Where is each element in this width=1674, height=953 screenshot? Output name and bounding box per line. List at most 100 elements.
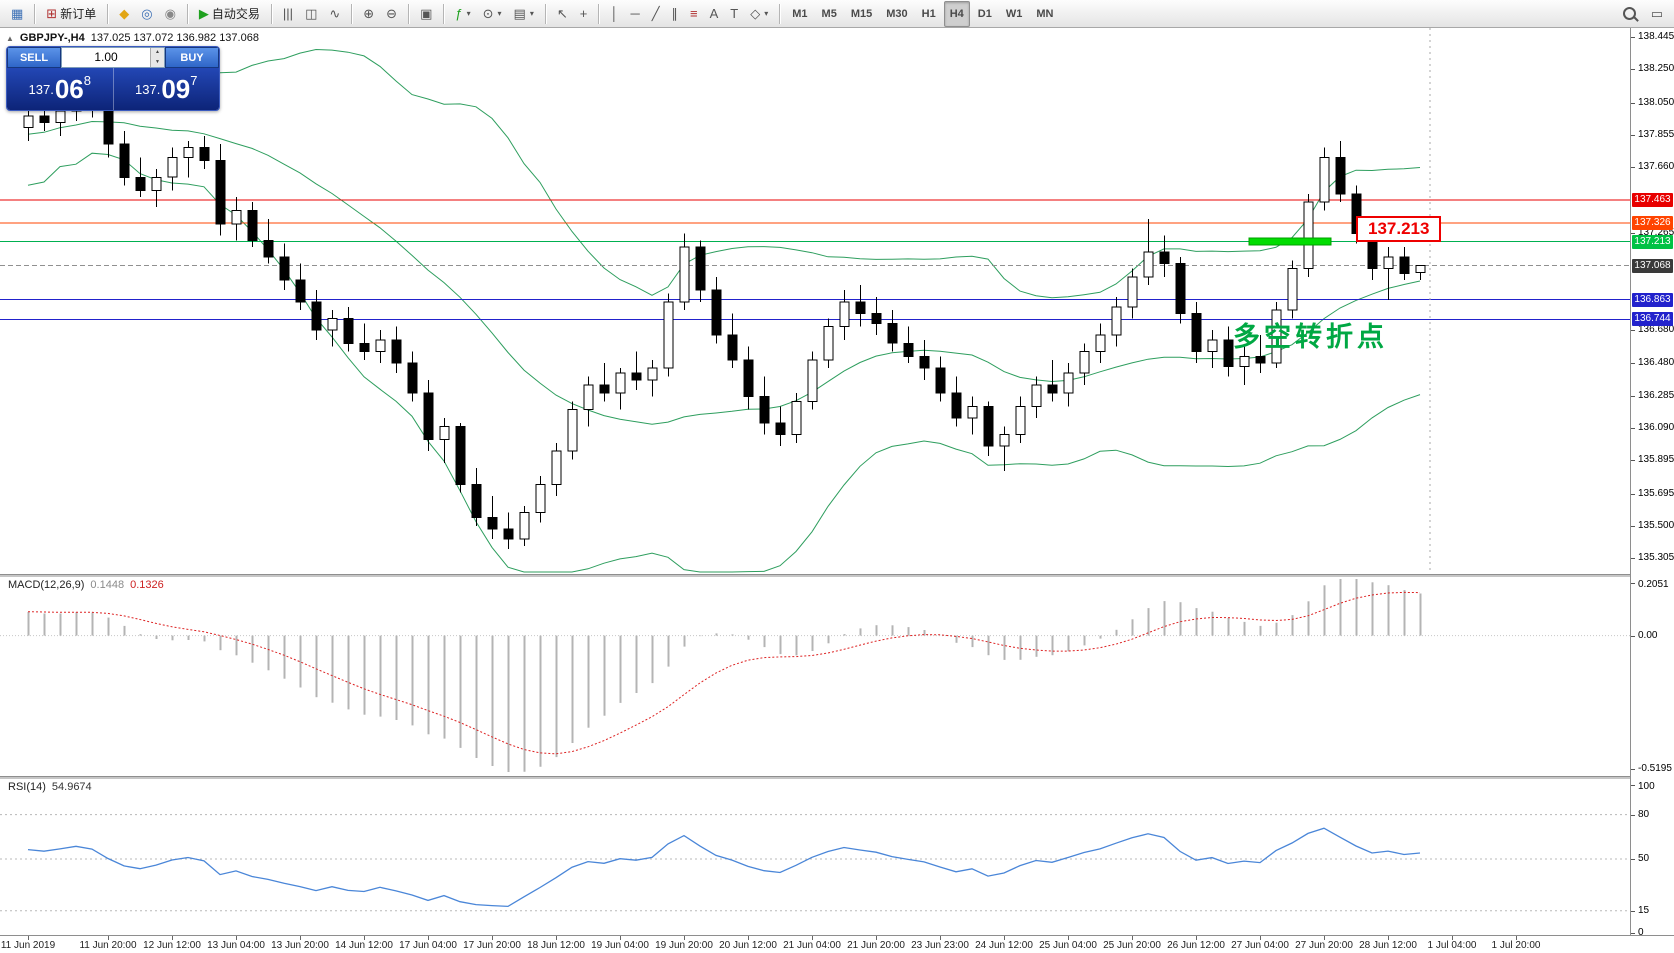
- rsi-label: RSI(14) 54.9674: [8, 781, 92, 793]
- symbol-search-button[interactable]: [1617, 2, 1644, 26]
- bar-chart-button[interactable]: |||: [278, 2, 298, 26]
- timeframe-h4[interactable]: H4: [943, 0, 970, 27]
- timeframe-m1[interactable]: M1: [786, 1, 813, 27]
- candle-body: [759, 395, 770, 424]
- vertical-line-button-icon: │: [610, 6, 619, 21]
- timeframe-h1[interactable]: H1: [916, 1, 942, 27]
- price-level-callout[interactable]: 137.213: [1356, 216, 1442, 242]
- candle-body: [327, 317, 338, 331]
- candle-body: [727, 334, 738, 361]
- volume-value[interactable]: 1.00: [94, 50, 118, 64]
- periods-button[interactable]: ⊙ ▾: [478, 2, 507, 26]
- macd-panel[interactable]: MACD(12,26,9) 0.1448 0.1326: [0, 577, 1630, 776]
- time-tick-mark: [1388, 936, 1389, 940]
- candlestick-chart-button[interactable]: ◫: [300, 2, 322, 26]
- candle-body: [215, 160, 226, 225]
- toolbar-group-separator: [107, 3, 109, 24]
- highlight-zone-rect[interactable]: [1248, 237, 1332, 246]
- candle-body: [1335, 156, 1346, 195]
- rsi-canvas[interactable]: [0, 779, 1630, 935]
- one-click-trading-panel: SELL 1.00 ▲ ▼ BUY 137. 06 8 137. 09 7: [6, 46, 220, 111]
- candle-body: [1127, 276, 1138, 308]
- sell-price[interactable]: 137. 06 8: [7, 68, 113, 110]
- panel-separator[interactable]: [0, 776, 1674, 779]
- volume-down-button[interactable]: ▼: [151, 57, 164, 67]
- shapes-button[interactable]: ◇ ▾: [745, 2, 773, 26]
- timeframe-m5[interactable]: M5: [816, 1, 843, 27]
- data-window-button-icon: ▭: [1650, 6, 1663, 21]
- time-tick-mark: [748, 936, 749, 940]
- timeframe-mn[interactable]: MN: [1030, 1, 1059, 27]
- fibonacci-button[interactable]: ≡: [685, 2, 703, 26]
- scale-tick-mark: [1631, 460, 1635, 461]
- rsi-panel[interactable]: RSI(14) 54.9674: [0, 779, 1630, 935]
- main-chart-panel[interactable]: ▲ GBPJPY-,H4 137.025 137.072 136.982 137…: [0, 28, 1630, 574]
- text-button[interactable]: A: [705, 2, 724, 26]
- panel-separator[interactable]: [0, 574, 1674, 577]
- line-chart-button-icon: ∿: [329, 6, 341, 21]
- market-watch-button[interactable]: ◉: [160, 2, 181, 26]
- timeframe-d1[interactable]: D1: [972, 1, 998, 27]
- vertical-line-button[interactable]: │: [605, 2, 623, 26]
- timeframe-m30[interactable]: M30: [880, 1, 913, 27]
- candle-body: [791, 400, 802, 436]
- sell-button[interactable]: SELL: [7, 47, 61, 68]
- bollinger-upper-band[interactable]: [27, 48, 1421, 299]
- horizontal-line-button[interactable]: ─: [625, 2, 644, 26]
- candle-body: [279, 256, 290, 281]
- buy-price[interactable]: 137. 09 7: [112, 68, 220, 110]
- bollinger-middle-band[interactable]: [27, 120, 1421, 425]
- volume-field[interactable]: 1.00 ▲ ▼: [61, 47, 165, 68]
- zoom-out-button[interactable]: ⊖: [381, 2, 402, 26]
- metaeditor-button[interactable]: ◆: [114, 2, 134, 26]
- cursor-button[interactable]: ↖: [552, 2, 573, 26]
- candle-body: [1287, 268, 1298, 311]
- time-tick-mark: [620, 936, 621, 940]
- scale-tick-mark: [1631, 103, 1635, 104]
- time-label: 28 Jun 12:00: [1359, 940, 1417, 951]
- text-label-button[interactable]: T: [725, 2, 743, 26]
- macd-canvas[interactable]: [0, 577, 1630, 776]
- search-icon: [1622, 6, 1636, 20]
- candle-body: [695, 246, 706, 291]
- new-chart-button[interactable]: ▦: [6, 2, 28, 26]
- price-scale[interactable]: 138.445 138.250 138.050 137.855 137.660 137.2…: [1630, 28, 1674, 938]
- candle-body: [679, 246, 690, 303]
- oneclick-toggle-icon[interactable]: ▲: [6, 33, 14, 43]
- line-chart-button[interactable]: ∿: [324, 2, 345, 26]
- templates-button[interactable]: ▤ ▾: [509, 2, 539, 26]
- community-button[interactable]: ◎: [136, 2, 157, 26]
- candle-body: [423, 392, 434, 441]
- candle-body: [1239, 356, 1250, 367]
- candle-body: [1095, 334, 1106, 353]
- tile-windows-button[interactable]: ▣: [415, 2, 437, 26]
- new-order-button[interactable]: ⊞ 新订单: [41, 2, 101, 26]
- candle-body: [615, 372, 626, 394]
- buy-button[interactable]: BUY: [165, 47, 219, 68]
- crosshair-button[interactable]: +: [575, 2, 593, 26]
- zoom-in-button-icon: ⊕: [363, 6, 375, 21]
- autotrading-button[interactable]: ▶ 自动交易: [194, 2, 265, 26]
- timeframe-m15[interactable]: M15: [845, 1, 878, 27]
- data-window-button[interactable]: ▭: [1646, 2, 1668, 26]
- timeframe-w1[interactable]: W1: [1000, 1, 1029, 27]
- volume-up-button[interactable]: ▲: [151, 48, 164, 58]
- bollinger-lower-band[interactable]: [27, 152, 1421, 573]
- price-chart-canvas[interactable]: [0, 28, 1630, 574]
- channel-button[interactable]: ∥: [667, 2, 684, 26]
- dropdown-arrow-icon: ▾: [497, 9, 502, 18]
- time-tick-mark: [108, 936, 109, 940]
- trendline-button[interactable]: ╱: [647, 2, 665, 26]
- zoom-in-button[interactable]: ⊕: [358, 2, 379, 26]
- symbol-header: ▲ GBPJPY-,H4 137.025 137.072 136.982 137…: [6, 32, 259, 44]
- candle-body: [999, 434, 1010, 447]
- scale-tick-mark: [1631, 428, 1635, 429]
- indicators-button[interactable]: ƒ ▾: [450, 2, 475, 26]
- scale-tick-mark: [1631, 933, 1635, 934]
- chart-text-annotation[interactable]: 多空转折点: [1233, 322, 1388, 352]
- volume-stepper: ▲ ▼: [150, 48, 164, 67]
- time-axis[interactable]: 11 Jun 2019 11 Jun 20:00 12 Jun 12:00 13 Ju…: [0, 935, 1674, 953]
- scale-tick-mark: [1631, 363, 1635, 364]
- time-label: 11 Jun 2019: [0, 940, 56, 951]
- candle-body: [311, 301, 322, 331]
